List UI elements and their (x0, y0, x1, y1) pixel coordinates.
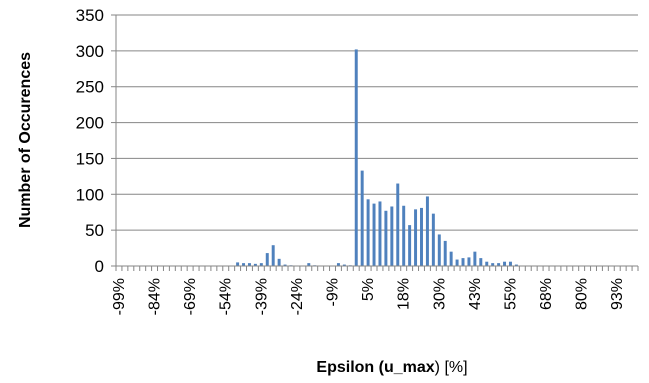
bar (461, 258, 465, 266)
bar (360, 170, 364, 266)
bar (342, 264, 346, 266)
y-tick-label: 50 (85, 221, 104, 240)
y-tick-label: 250 (76, 78, 104, 97)
x-tick-label: 5% (360, 278, 377, 301)
bar (414, 209, 418, 266)
x-axis-title-bold: Epsilon (u_max (316, 359, 434, 376)
bar (283, 264, 287, 266)
y-tick-label: 0 (95, 257, 104, 276)
y-tick-label: 150 (76, 149, 104, 168)
y-tick-label: 100 (76, 185, 104, 204)
x-tick-label: -24% (289, 278, 306, 315)
y-tick-labels: 0 50 100 150 200 250 300 350 (76, 6, 104, 276)
bar (271, 245, 275, 266)
bar (408, 225, 412, 266)
x-tick-label: -9% (325, 278, 342, 306)
bar (437, 234, 441, 266)
bar (431, 213, 435, 266)
bar (508, 261, 512, 266)
x-tick-label: 68% (538, 278, 555, 310)
bar (467, 257, 471, 266)
bar (366, 199, 370, 266)
x-tick-label: -39% (253, 278, 270, 315)
bars (236, 49, 518, 266)
x-tick-label: -99% (111, 278, 128, 315)
bar (485, 261, 489, 266)
bar (259, 263, 263, 266)
bar (247, 263, 251, 266)
bar (425, 196, 429, 266)
bar (265, 253, 269, 266)
x-tick-label: 43% (467, 278, 484, 310)
bar (443, 240, 447, 266)
bar (455, 259, 459, 266)
y-tick-label: 200 (76, 114, 104, 133)
bar (473, 251, 477, 266)
bar (497, 263, 501, 266)
x-tick-labels: -99% -84% -69% -54% -39% -24% -9% 5% 18% 30% 43% 55… (111, 278, 626, 315)
x-tick-label: -54% (218, 278, 235, 315)
x-tick-label: -84% (147, 278, 164, 315)
x-tick-label: 80% (574, 278, 591, 310)
y-tick-label: 300 (76, 42, 104, 61)
x-axis-title: Epsilon (u_max) [%] (316, 359, 467, 376)
bar (242, 263, 246, 266)
x-tick-label: -69% (182, 278, 199, 315)
bar (491, 263, 495, 266)
bar (503, 261, 507, 266)
bar (390, 206, 394, 266)
x-axis-title-rest: ) [%] (435, 359, 468, 376)
bar (354, 49, 358, 266)
bar (514, 264, 518, 266)
bar (396, 183, 400, 266)
gridlines (116, 14, 638, 231)
bar (449, 251, 453, 266)
bar (372, 203, 376, 266)
bar (336, 263, 340, 266)
bar (479, 258, 483, 266)
x-tick-label: 55% (502, 278, 519, 310)
y-tick-label: 350 (76, 6, 104, 25)
bar (277, 258, 281, 266)
bar (420, 207, 423, 266)
x-tick-label: 18% (396, 278, 413, 310)
bar (402, 205, 406, 266)
bar (384, 210, 388, 266)
y-axis-title: Number of Occurences (17, 52, 34, 228)
x-tick-label: 93% (609, 278, 626, 310)
x-tick-label: 30% (431, 278, 448, 310)
bar (307, 263, 311, 266)
bar (236, 262, 240, 266)
axes (111, 14, 639, 271)
bar (378, 201, 382, 266)
bar (253, 263, 257, 266)
